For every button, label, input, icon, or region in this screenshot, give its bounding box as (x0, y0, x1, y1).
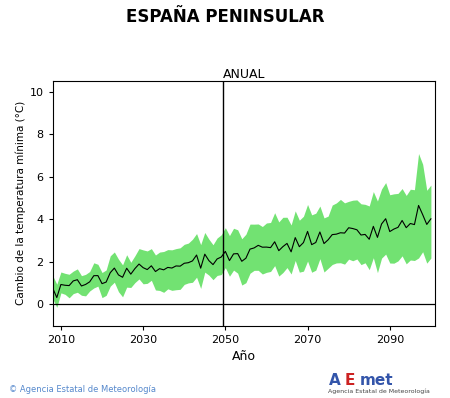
Text: ESPAÑA PENINSULAR: ESPAÑA PENINSULAR (126, 8, 324, 26)
Text: A: A (328, 373, 340, 388)
Text: E: E (344, 373, 355, 388)
X-axis label: Año: Año (232, 350, 256, 363)
Text: met: met (360, 373, 394, 388)
Text: © Agencia Estatal de Meteorología: © Agencia Estatal de Meteorología (9, 385, 156, 394)
Text: Agencia Estatal de Meteorología: Agencia Estatal de Meteorología (328, 388, 430, 394)
Title: ANUAL: ANUAL (223, 68, 265, 81)
Y-axis label: Cambio de la temperatura mínima (°C): Cambio de la temperatura mínima (°C) (15, 101, 26, 305)
